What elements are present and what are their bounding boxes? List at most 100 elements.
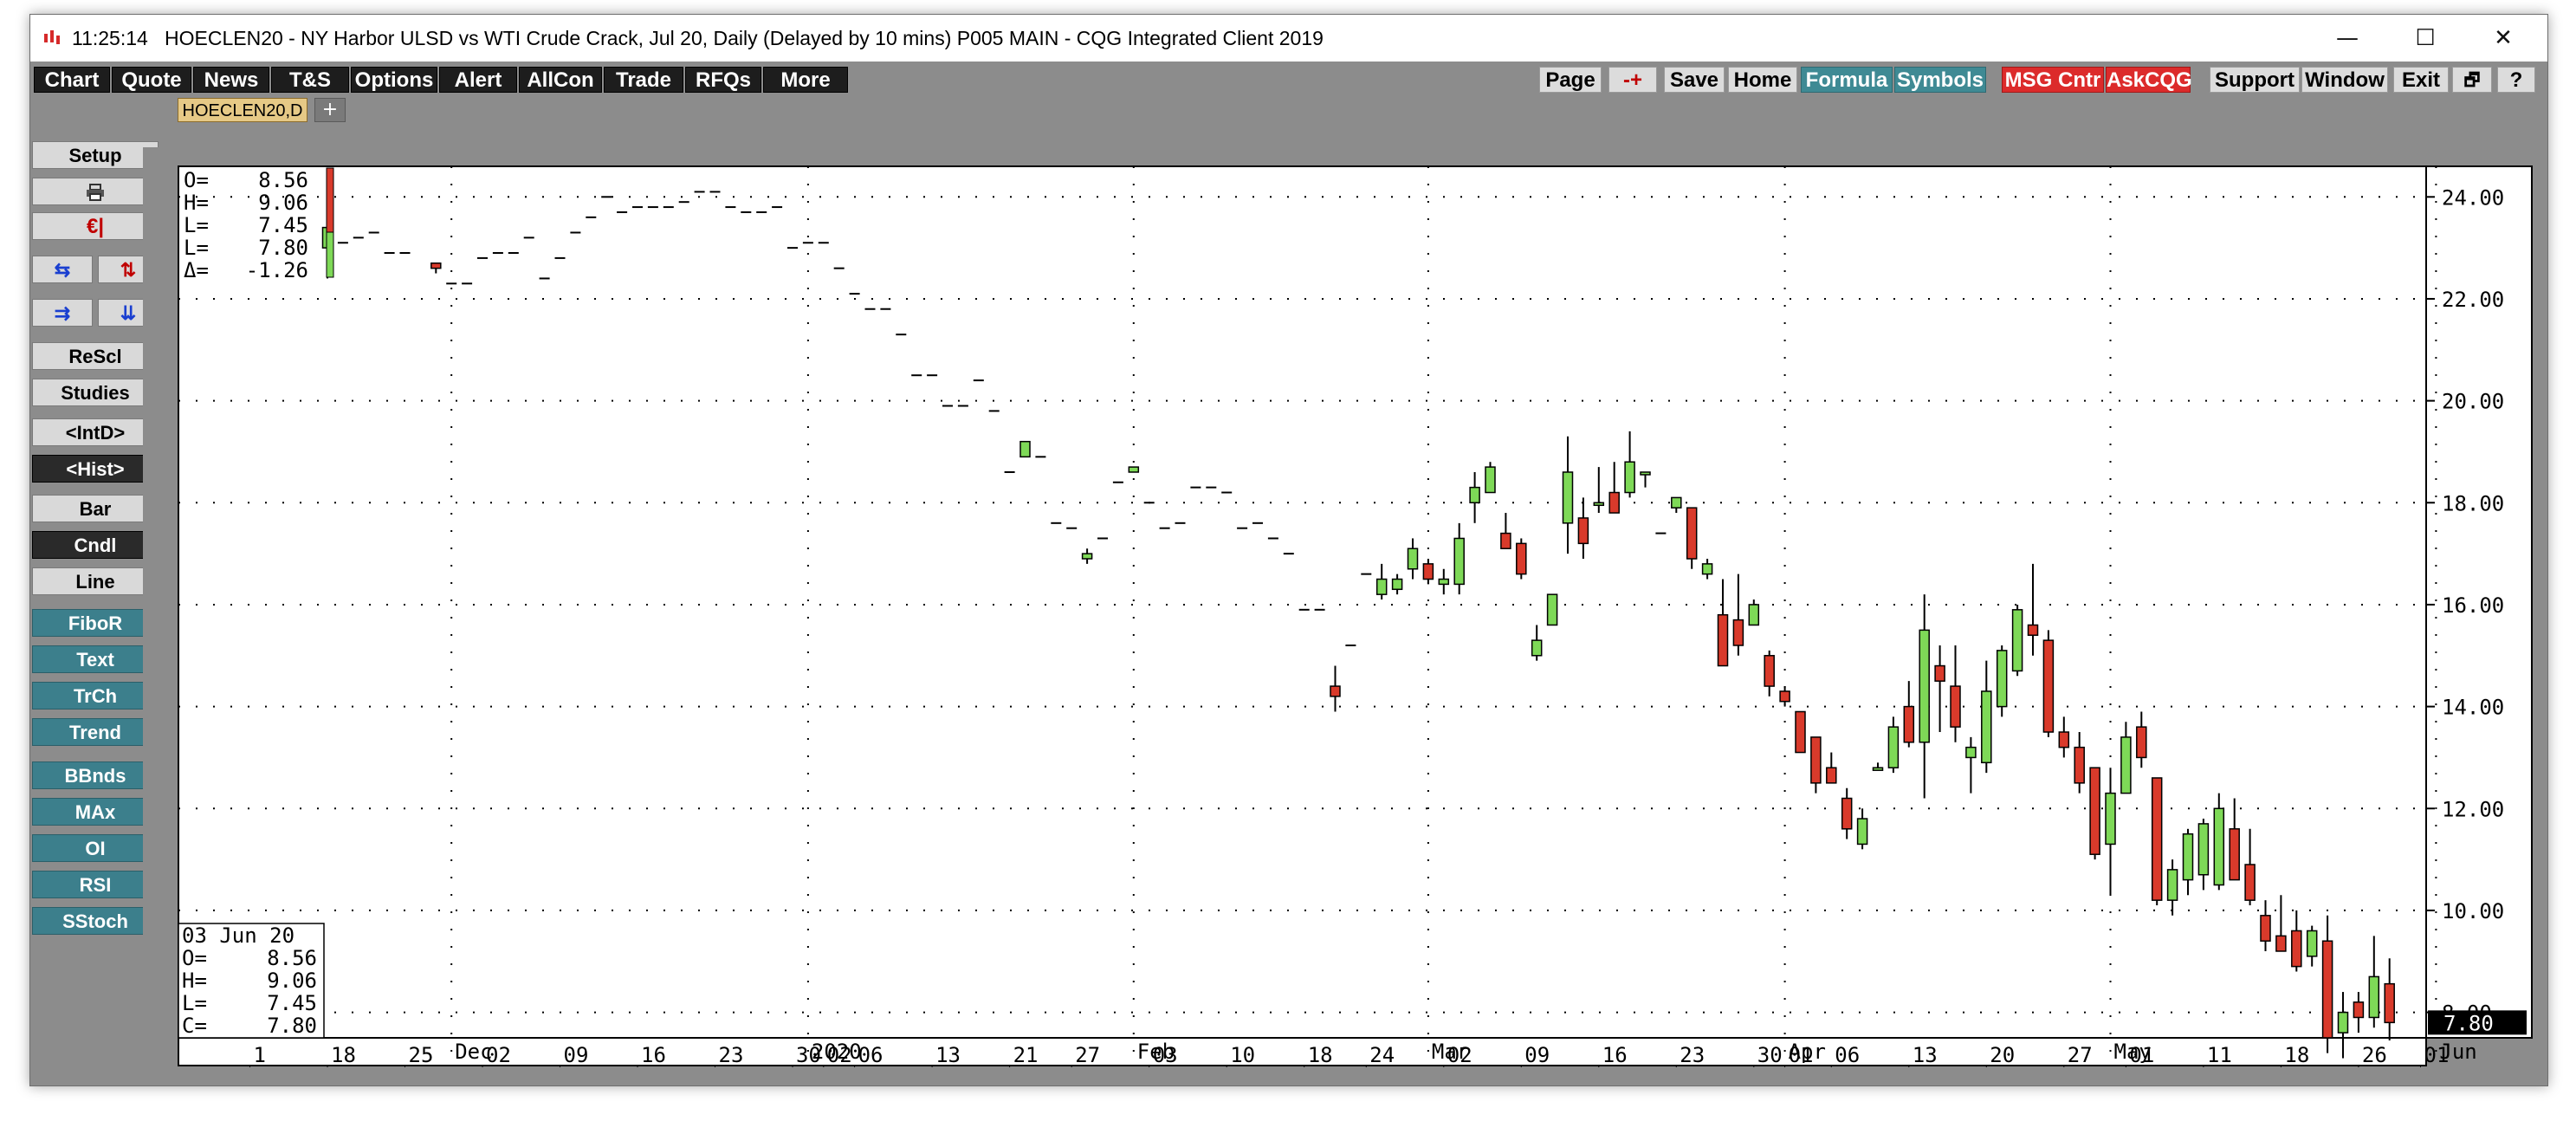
exit-button[interactable]: Exit bbox=[2393, 67, 2449, 93]
toolbar-alert-button[interactable]: Alert bbox=[439, 67, 517, 93]
candlestick-chart[interactable]: 24.00 22.00 20.00 18.00 16.00 14.00 12.00 10.00… bbox=[143, 147, 2535, 1067]
candle-up bbox=[1887, 726, 1900, 768]
candle-up bbox=[1701, 563, 1713, 575]
candle-down bbox=[1732, 619, 1744, 646]
data-box-value: 8.56 bbox=[267, 946, 317, 970]
candle-up bbox=[1671, 496, 1682, 509]
data-box-label: C= bbox=[182, 1014, 207, 1038]
setup-button[interactable]: Setup bbox=[32, 141, 159, 169]
toolbar-chart-button[interactable]: Chart bbox=[34, 67, 110, 93]
intraday-button[interactable]: <IntD> bbox=[32, 418, 159, 446]
x-month-label: May bbox=[2114, 1040, 2152, 1064]
toolbar-news-button[interactable]: News bbox=[193, 67, 269, 93]
page-button[interactable]: Page bbox=[1539, 67, 1602, 93]
rescale-button[interactable]: ReScl bbox=[32, 342, 159, 370]
x-day-label: 26 bbox=[2362, 1043, 2387, 1067]
main-toolbar: Chart Quote News T&S Options Alert AllCo… bbox=[30, 62, 2547, 96]
historical-button[interactable]: <Hist> bbox=[32, 455, 159, 483]
y-tick-label: 14.00 bbox=[2442, 696, 2504, 720]
moving-average-button[interactable]: MAx bbox=[32, 798, 159, 826]
data-box-value: 7.80 bbox=[267, 1014, 317, 1038]
x-day-label: 27 bbox=[1075, 1043, 1100, 1067]
home-button[interactable]: Home bbox=[1728, 67, 1797, 93]
data-box bbox=[178, 923, 325, 1039]
add-tab-button[interactable]: + bbox=[314, 98, 346, 122]
window-title: 11:25:14 HOECLEN20 - NY Harbor ULSD vs W… bbox=[72, 15, 1324, 62]
close-button[interactable]: ✕ bbox=[2494, 25, 2513, 51]
toolbar-more-button[interactable]: More bbox=[763, 67, 848, 93]
msg-cntr-button[interactable]: MSG Cntr bbox=[2002, 67, 2104, 93]
compress-horizontal-icon: ⇉ bbox=[54, 302, 71, 324]
toolbar-options-button[interactable]: Options bbox=[351, 67, 437, 93]
compress-vertical-icon: ⇊ bbox=[120, 302, 137, 324]
toolbar-ts-button[interactable]: T&S bbox=[271, 67, 349, 93]
candle-down bbox=[1422, 563, 1434, 580]
euro-button[interactable]: €| bbox=[32, 212, 159, 240]
toolbar-trade-button[interactable]: Trade bbox=[604, 67, 683, 93]
candle-up bbox=[2120, 736, 2132, 794]
fibor-button[interactable]: FiboR bbox=[32, 609, 159, 637]
window-button[interactable]: Window bbox=[2301, 67, 2388, 93]
compress-x-button[interactable]: ⇉ bbox=[32, 299, 93, 327]
save-button[interactable]: Save bbox=[1664, 67, 1725, 93]
horizontal-arrows-icon: ⇆ bbox=[54, 259, 71, 281]
open-interest-button[interactable]: OI bbox=[32, 834, 159, 862]
sstoch-button[interactable]: SStoch bbox=[32, 907, 159, 935]
x-day-label: 18 bbox=[2284, 1043, 2309, 1067]
candle-down bbox=[2291, 930, 2302, 968]
y-tick-label: 16.00 bbox=[2442, 593, 2504, 618]
candle-up bbox=[1469, 486, 1480, 504]
text-tool-button[interactable]: Text bbox=[32, 645, 159, 673]
trend-button[interactable]: Trend bbox=[32, 718, 159, 746]
help-button[interactable]: ? bbox=[2497, 67, 2535, 93]
data-box-value: 9.06 bbox=[267, 969, 317, 993]
maximize-button[interactable]: ☐ bbox=[2415, 25, 2436, 51]
x-day-label: 16 bbox=[1602, 1043, 1628, 1067]
y-tick-label: 12.00 bbox=[2442, 797, 2504, 821]
restore-window-icon[interactable]: 🗗 bbox=[2452, 67, 2492, 93]
support-button[interactable]: Support bbox=[2210, 67, 2300, 93]
minimize-button[interactable]: — bbox=[2336, 25, 2359, 51]
plus-minus-button[interactable]: -+ bbox=[1608, 67, 1657, 93]
data-box-value: 7.45 bbox=[267, 991, 317, 1015]
bollinger-bands-button[interactable]: BBnds bbox=[32, 761, 159, 789]
candle-up bbox=[2182, 833, 2194, 881]
formula-button[interactable]: Formula bbox=[1801, 67, 1893, 93]
x-day-label: 16 bbox=[641, 1043, 666, 1067]
candle-button[interactable]: Cndl bbox=[32, 531, 159, 559]
candle-up bbox=[1872, 767, 1884, 771]
candle-up bbox=[1453, 537, 1465, 586]
toolbar-rfqs-button[interactable]: RFQs bbox=[685, 67, 761, 93]
trch-button[interactable]: TrCh bbox=[32, 682, 159, 710]
scroll-left-right-button[interactable]: ⇆ bbox=[32, 256, 93, 283]
candle-down bbox=[2384, 982, 2395, 1024]
candle-down bbox=[1934, 664, 1945, 682]
candle-up bbox=[2166, 869, 2178, 901]
x-day-label: 13 bbox=[935, 1043, 961, 1067]
candle-down bbox=[2229, 828, 2240, 881]
candle-down bbox=[1826, 767, 1837, 784]
x-day-label: 09 bbox=[1524, 1043, 1550, 1067]
plot-area bbox=[178, 165, 2427, 1039]
x-month-label: 2020 bbox=[812, 1040, 862, 1064]
window-title-text: HOECLEN20 - NY Harbor ULSD vs WTI Crude … bbox=[165, 27, 1324, 49]
toolbar-allcon-button[interactable]: AllCon bbox=[519, 67, 602, 93]
symbols-button[interactable]: Symbols bbox=[1894, 67, 1986, 93]
askcqg-button[interactable]: AskCQG bbox=[2106, 67, 2192, 93]
ohlc-value: 9.06 bbox=[258, 191, 308, 215]
candle-down bbox=[1841, 797, 1853, 830]
candle-up bbox=[1081, 553, 1093, 560]
x-day-label: 23 bbox=[1680, 1043, 1705, 1067]
line-button[interactable]: Line bbox=[32, 567, 159, 595]
y-tick-label: 10.00 bbox=[2442, 899, 2504, 923]
bar-button[interactable]: Bar bbox=[32, 495, 159, 522]
studies-button[interactable]: Studies bbox=[32, 379, 159, 406]
chart-tab[interactable]: HOECLEN20,D bbox=[178, 98, 307, 122]
toolbar-quote-button[interactable]: Quote bbox=[112, 67, 191, 93]
candle-down bbox=[1717, 613, 1729, 667]
x-day-label: 30 bbox=[1757, 1043, 1783, 1067]
print-button[interactable] bbox=[32, 178, 159, 205]
cqg-app-icon bbox=[43, 29, 61, 47]
candle-down bbox=[1950, 685, 1961, 728]
rsi-button[interactable]: RSI bbox=[32, 871, 159, 898]
